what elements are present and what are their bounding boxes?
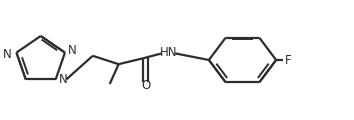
Text: F: F (285, 54, 292, 66)
Text: O: O (141, 79, 150, 92)
Text: N: N (59, 73, 68, 86)
Text: N: N (68, 44, 77, 57)
Text: N: N (3, 48, 12, 61)
Text: HN: HN (160, 46, 178, 59)
